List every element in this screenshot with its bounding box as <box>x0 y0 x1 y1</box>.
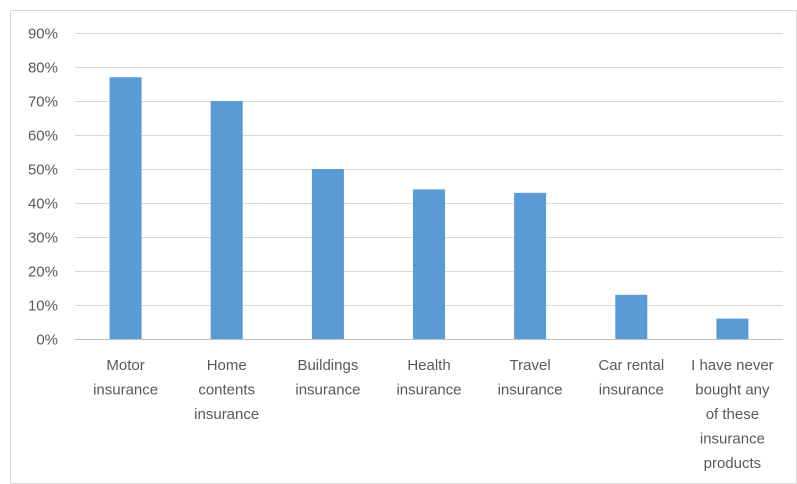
x-tick-label-line: bought any <box>695 382 770 399</box>
y-tick-label: 80% <box>28 60 58 77</box>
x-tick-label-line: Car rental <box>598 357 664 374</box>
x-tick-label-line: insurance <box>295 382 360 399</box>
y-tick-label: 60% <box>28 128 58 145</box>
bars <box>109 77 749 339</box>
y-tick-label: 90% <box>28 26 58 43</box>
bar <box>311 169 344 339</box>
y-axis-tick-labels: 0% 10% 20% 30% 40% 50% 60% 70% 80% 90% <box>28 26 58 349</box>
y-tick-label: 20% <box>28 264 58 281</box>
y-tick-label: 40% <box>28 196 58 213</box>
x-tick-label-line: Home <box>207 357 247 374</box>
x-tick-label-line: insurance <box>700 431 765 448</box>
x-tick-label-line: insurance <box>396 382 461 399</box>
bar <box>413 189 445 339</box>
x-tick-label-line: insurance <box>498 382 563 399</box>
x-tick-label-line: contents <box>198 382 255 399</box>
x-tick-label-line: of these <box>706 406 759 423</box>
bar <box>210 101 243 339</box>
y-tick-label: 30% <box>28 230 58 247</box>
x-tick-label-line: Health <box>407 357 450 374</box>
y-tick-label: 50% <box>28 162 58 179</box>
x-tick-label-line: Buildings <box>297 357 358 374</box>
y-tick-label: 0% <box>36 332 58 349</box>
x-tick-label: I have never bought any of these insurance p… <box>691 357 774 472</box>
x-tick-label: Buildings insurance <box>295 357 360 399</box>
y-tick-label: 70% <box>28 94 58 111</box>
x-tick-label: Motor insurance <box>93 357 158 399</box>
x-tick-label-line: insurance <box>93 382 158 399</box>
x-tick-label: Travel insurance <box>498 357 563 399</box>
x-tick-label-line: products <box>704 455 762 472</box>
x-tick-label: Home contents insurance <box>194 357 259 423</box>
x-tick-label-line: insurance <box>599 382 664 399</box>
x-tick-label: Car rental insurance <box>598 357 664 399</box>
bar <box>109 77 142 339</box>
bar <box>514 192 547 339</box>
x-tick-label-line: I have never <box>691 357 774 374</box>
x-tick-label-line: Motor <box>106 357 144 374</box>
x-tick-label-line: Travel <box>510 357 551 374</box>
x-tick-label-line: insurance <box>194 406 259 423</box>
gridlines <box>75 33 783 306</box>
y-tick-label: 10% <box>28 298 58 315</box>
bar <box>716 318 749 339</box>
bar <box>615 294 648 339</box>
x-tick-label: Health insurance <box>396 357 461 399</box>
